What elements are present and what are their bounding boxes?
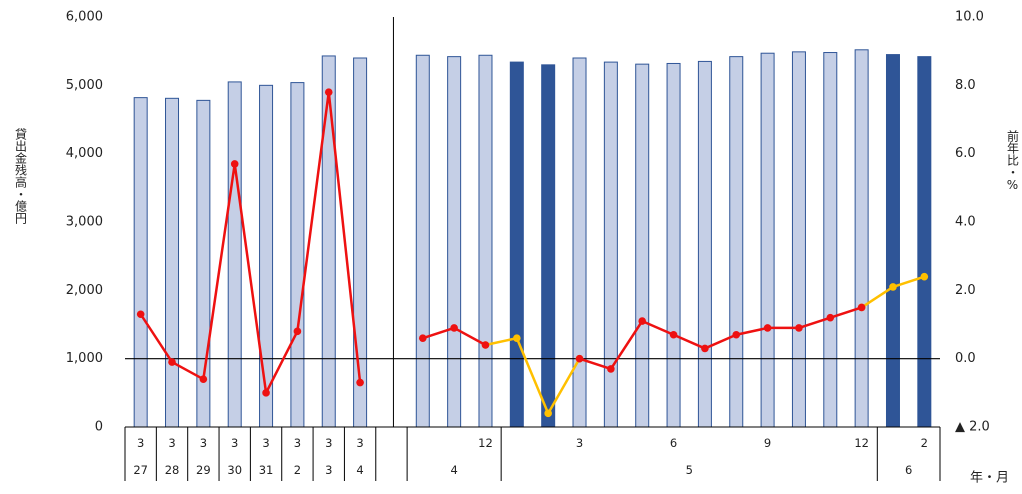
month-label: 12 xyxy=(478,436,493,450)
y2-tick-label: 4.0 xyxy=(955,215,976,230)
year-label: 31 xyxy=(259,463,274,477)
y2-tick-label: 10.0 xyxy=(955,10,984,25)
bar xyxy=(854,49,869,428)
y-tick-label: 2,000 xyxy=(66,283,103,298)
point xyxy=(324,88,333,96)
y-tick-label: 1,000 xyxy=(66,351,103,366)
month-label: 3 xyxy=(168,436,175,450)
point xyxy=(638,317,647,325)
bar xyxy=(165,97,180,428)
month-label: 3 xyxy=(576,436,583,450)
year-label: 28 xyxy=(165,463,180,477)
y2-tick-label: 8.0 xyxy=(955,78,976,93)
month-label: 3 xyxy=(294,436,301,450)
month-label: 2 xyxy=(921,436,928,450)
point xyxy=(575,354,584,363)
bar xyxy=(415,54,430,428)
point xyxy=(795,324,803,332)
bar xyxy=(541,64,556,428)
point xyxy=(669,330,678,339)
point xyxy=(481,341,490,349)
bar xyxy=(572,57,587,428)
point xyxy=(826,313,835,322)
bar xyxy=(447,56,462,428)
x-axis-label: 年・月 xyxy=(970,471,1009,486)
year-label: 4 xyxy=(356,463,363,477)
line xyxy=(139,90,863,395)
y2-tick-label: 6.0 xyxy=(955,146,976,161)
year-label: 4 xyxy=(450,463,457,477)
y-tick-label: 0 xyxy=(95,420,103,435)
point xyxy=(199,375,208,383)
y2-tick-label: 2.0 xyxy=(955,283,976,298)
point xyxy=(293,327,302,336)
point xyxy=(889,283,897,291)
month-label: 12 xyxy=(854,436,869,450)
month-label: 6 xyxy=(670,436,677,450)
year-label: 30 xyxy=(227,463,242,477)
point xyxy=(262,389,270,397)
year-label: 29 xyxy=(196,463,211,477)
y-tick-label: 6,000 xyxy=(66,10,103,25)
month-label: 3 xyxy=(200,436,207,450)
bar xyxy=(760,52,775,428)
point xyxy=(857,303,866,312)
point xyxy=(701,344,709,353)
bar xyxy=(133,97,148,428)
point xyxy=(136,310,145,319)
y-tick-label: 4,000 xyxy=(66,146,103,161)
month-label: 9 xyxy=(764,436,771,450)
bar xyxy=(823,52,838,428)
bar xyxy=(259,84,274,428)
month-label: 3 xyxy=(356,436,363,450)
month-label: 3 xyxy=(137,436,144,450)
point xyxy=(450,324,458,332)
point xyxy=(168,358,176,366)
year-label: 3 xyxy=(325,463,332,477)
y2-tick-label: 0.0 xyxy=(955,351,976,366)
point xyxy=(356,378,364,387)
year-label: 6 xyxy=(905,463,912,477)
bar xyxy=(885,54,900,428)
bar xyxy=(697,60,712,428)
point xyxy=(607,365,615,373)
point xyxy=(230,160,239,168)
bar xyxy=(321,55,336,428)
point xyxy=(763,324,772,332)
y2-tick-label: ▲ 2.0 xyxy=(955,420,990,435)
bar xyxy=(290,82,305,428)
y-axis-label: 貸出金残高・億円 xyxy=(14,127,28,224)
year-label: 2 xyxy=(294,463,301,477)
bar xyxy=(729,56,744,428)
bar xyxy=(791,51,806,428)
year-label: 5 xyxy=(686,463,693,477)
bar xyxy=(635,63,650,428)
month-label: 3 xyxy=(325,436,332,450)
y2-axis-label: 前年比・% xyxy=(1006,129,1020,192)
point xyxy=(418,334,427,342)
point xyxy=(513,334,521,342)
point xyxy=(732,330,741,339)
y-tick-label: 5,000 xyxy=(66,78,103,93)
point xyxy=(544,409,552,418)
year-label: 27 xyxy=(133,463,148,477)
bar xyxy=(509,61,524,428)
point xyxy=(920,272,929,281)
bar xyxy=(666,62,681,428)
bar xyxy=(478,54,493,428)
month-label: 3 xyxy=(231,436,238,450)
bar xyxy=(227,81,242,428)
bar xyxy=(917,56,932,428)
y-tick-label: 3,000 xyxy=(66,215,103,230)
month-label: 3 xyxy=(262,436,269,450)
